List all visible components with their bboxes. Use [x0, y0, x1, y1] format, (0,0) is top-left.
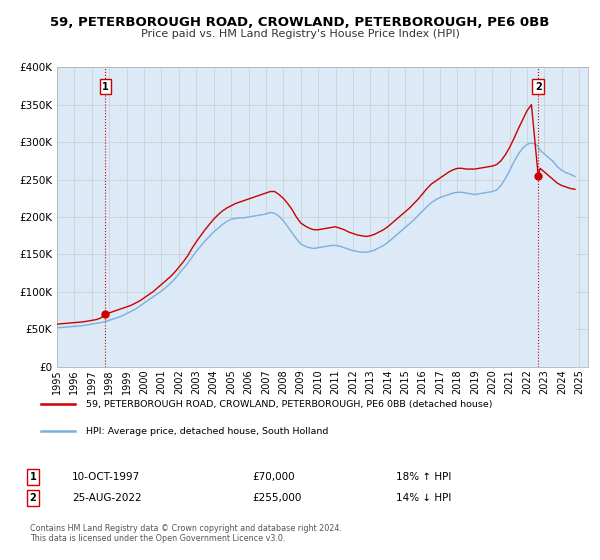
Text: Contains HM Land Registry data © Crown copyright and database right 2024.
This d: Contains HM Land Registry data © Crown c…: [30, 524, 342, 543]
Text: 1: 1: [29, 472, 37, 482]
Text: 2: 2: [535, 82, 542, 92]
Text: HPI: Average price, detached house, South Holland: HPI: Average price, detached house, Sout…: [86, 427, 328, 436]
Text: 14% ↓ HPI: 14% ↓ HPI: [396, 493, 451, 503]
Text: 2: 2: [29, 493, 37, 503]
Text: 59, PETERBOROUGH ROAD, CROWLAND, PETERBOROUGH, PE6 0BB (detached house): 59, PETERBOROUGH ROAD, CROWLAND, PETERBO…: [86, 400, 493, 409]
Text: Price paid vs. HM Land Registry's House Price Index (HPI): Price paid vs. HM Land Registry's House …: [140, 29, 460, 39]
Text: 10-OCT-1997: 10-OCT-1997: [72, 472, 140, 482]
Text: £255,000: £255,000: [252, 493, 301, 503]
Text: 25-AUG-2022: 25-AUG-2022: [72, 493, 142, 503]
Text: 18% ↑ HPI: 18% ↑ HPI: [396, 472, 451, 482]
Text: £70,000: £70,000: [252, 472, 295, 482]
Text: 59, PETERBOROUGH ROAD, CROWLAND, PETERBOROUGH, PE6 0BB: 59, PETERBOROUGH ROAD, CROWLAND, PETERBO…: [50, 16, 550, 29]
Text: 1: 1: [102, 82, 109, 92]
